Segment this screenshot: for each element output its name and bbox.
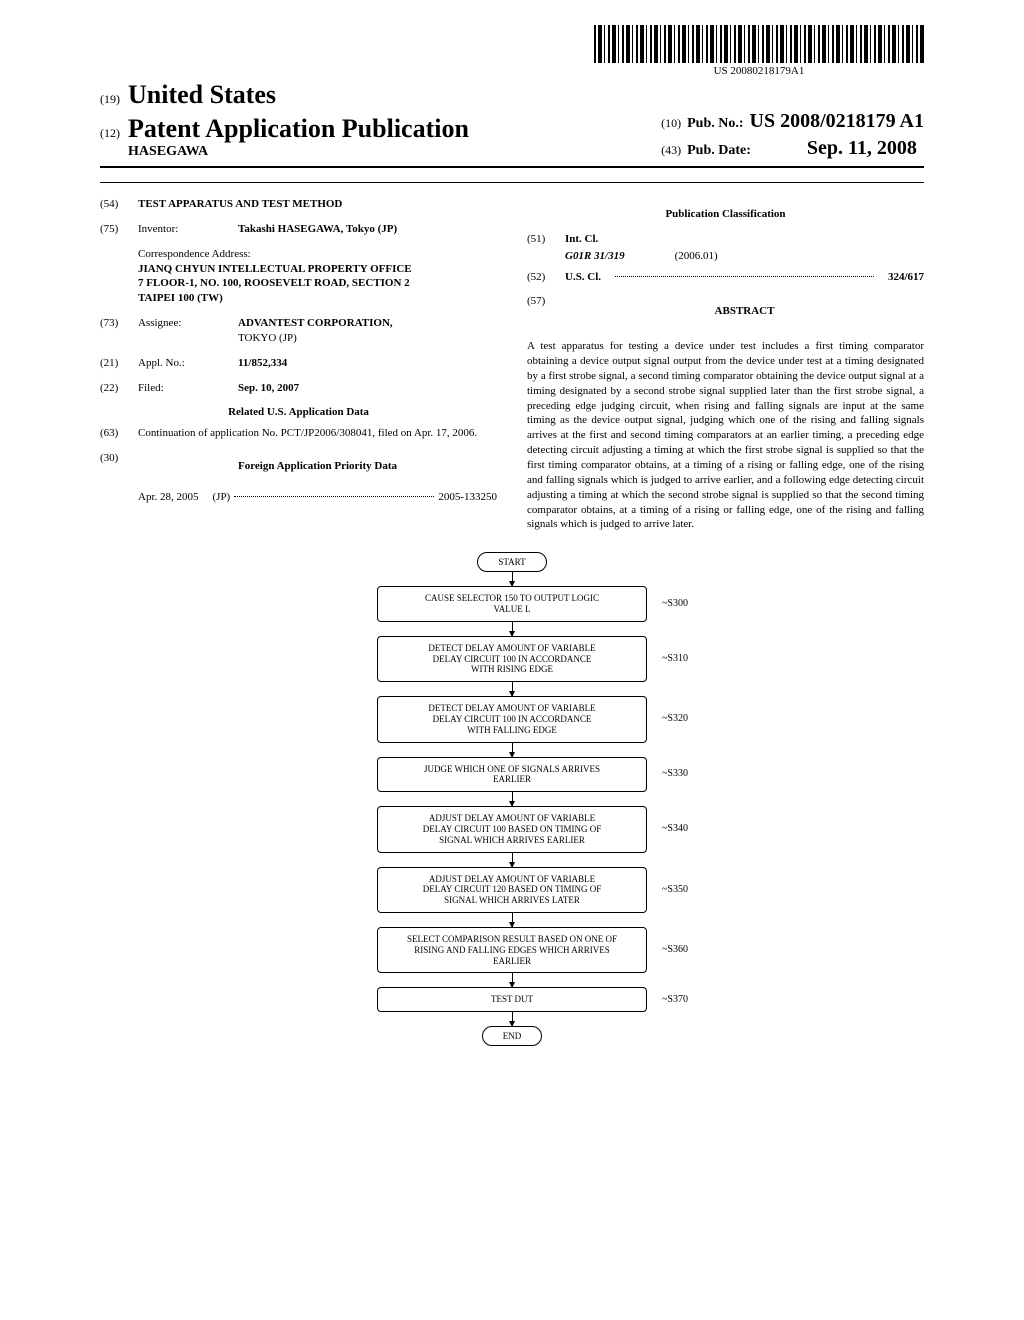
pub-date-value: Sep. 11, 2008 [807,137,917,160]
corr-line-3: TAIPEI 100 (TW) [138,291,497,306]
pub-no-value: US 2008/0218179 A1 [750,110,924,133]
dotted-leader [234,496,434,497]
flowchart-diagram: START CAUSE SELECTOR 150 TO OUTPUT LOGICV… [262,552,762,1046]
dotted-leader-uscl [615,276,874,277]
pub-no-label: Pub. No.: [687,116,743,132]
bibliographic-columns: (54) TEST APPARATUS AND TEST METHOD (75)… [100,197,924,532]
s57-num: (57) [527,294,555,329]
abstract-text: A test apparatus for testing a device un… [527,339,924,532]
flowchart-arrow [512,622,513,636]
country-name: United States [128,80,276,110]
flowchart-process-box: JUDGE WHICH ONE OF SIGNALS ARRIVESEARLIE… [377,757,647,793]
inventor-value: Takashi HASEGAWA, Tokyo (JP) [238,222,497,237]
s51-num: (51) [527,232,555,247]
flowchart-arrow [512,743,513,757]
s73-num: (73) [100,316,128,346]
left-column: (54) TEST APPARATUS AND TEST METHOD (75)… [100,197,497,532]
us-cl-label: U.S. Cl. [565,270,601,285]
classification-heading: Publication Classification [527,207,924,222]
correspondence-address: Correspondence Address: JIANQ CHYUN INTE… [138,247,497,306]
invention-title: TEST APPARATUS AND TEST METHOD [138,197,342,212]
priority-date: Apr. 28, 2005 [138,490,199,505]
prefix-19: (19) [100,92,120,107]
flowchart-step-label: ~S350 [662,884,688,896]
flowchart-arrow [512,853,513,867]
flowchart-arrow [512,682,513,696]
abstract-label: ABSTRACT [565,304,924,319]
document-header: (19) United States (12) Patent Applicati… [100,80,924,160]
corr-line-2: 7 FLOOR-1, NO. 100, ROOSEVELT ROAD, SECT… [138,276,497,291]
appl-no-label: Appl. No.: [138,356,228,371]
priority-number: 2005-133250 [438,490,497,505]
flowchart-process-box: DETECT DELAY AMOUNT OF VARIABLEDELAY CIR… [377,696,647,742]
flowchart-terminal: START [477,552,546,572]
s63-num: (63) [100,426,128,441]
flowchart-process-box: ADJUST DELAY AMOUNT OF VARIABLEDELAY CIR… [377,867,647,913]
int-cl-code: G01R 31/319 [565,249,625,264]
priority-country: (JP) [213,490,231,505]
flowchart-step-label: ~S320 [662,713,688,725]
assignee-label: Assignee: [138,316,228,346]
assignee-value: ADVANTEST CORPORATION, TOKYO (JP) [238,316,497,346]
corr-label: Correspondence Address: [138,247,497,262]
header-divider-thin [100,182,924,183]
s22-num: (22) [100,381,128,396]
inventor-label: Inventor: [138,222,228,237]
barcode-graphic [594,25,924,63]
flowchart-step-label: ~S300 [662,598,688,610]
corr-line-1: JIANQ CHYUN INTELLECTUAL PROPERTY OFFICE [138,262,497,277]
flowchart-step-label: ~S310 [662,653,688,665]
prefix-10: (10) [661,116,681,131]
prefix-43: (43) [661,143,681,158]
foreign-priority-heading: Foreign Application Priority Data [138,459,497,474]
s30-num: (30) [100,451,128,480]
appl-no-value: 11/852,334 [238,356,497,371]
flowchart-process-box: ADJUST DELAY AMOUNT OF VARIABLEDELAY CIR… [377,806,647,852]
us-cl-value: 324/617 [888,270,924,285]
right-column: Publication Classification (51) Int. Cl.… [527,197,924,532]
priority-data-row: Apr. 28, 2005 (JP) 2005-133250 [138,490,497,505]
barcode-text: US 20080218179A1 [594,65,924,77]
continuation-text: Continuation of application No. PCT/JP20… [138,426,497,441]
flowchart-step-label: ~S330 [662,768,688,780]
flowchart-arrow [512,913,513,927]
flowchart-arrow [512,1012,513,1026]
flowchart-process-box: DETECT DELAY AMOUNT OF VARIABLEDELAY CIR… [377,636,647,682]
s52-num: (52) [527,270,555,285]
prefix-12: (12) [100,126,120,141]
flowchart-step-label: ~S360 [662,944,688,956]
int-cl-year: (2006.01) [675,249,718,264]
flowchart-step-label: ~S340 [662,823,688,835]
filed-value: Sep. 10, 2007 [238,381,497,396]
s75-num: (75) [100,222,128,237]
int-cl-label: Int. Cl. [565,232,598,247]
flowchart-process-box: SELECT COMPARISON RESULT BASED ON ONE OF… [377,927,647,973]
flowchart-arrow [512,973,513,987]
header-divider-thick [100,166,924,168]
publication-type: Patent Application Publication [128,114,469,144]
flowchart-arrow [512,792,513,806]
flowchart-terminal: END [482,1026,543,1046]
s54-num: (54) [100,197,128,212]
s21-num: (21) [100,356,128,371]
pub-date-label: Pub. Date: [687,143,751,159]
filed-label: Filed: [138,381,228,396]
related-app-heading: Related U.S. Application Data [100,405,497,420]
inventor-surname: HASEGAWA [128,144,469,160]
flowchart-step-label: ~S370 [662,994,688,1006]
barcode-block: US 20080218179A1 [594,25,924,77]
flowchart-arrow [512,572,513,586]
flowchart-process-box: TEST DUT~S370 [377,987,647,1012]
flowchart-process-box: CAUSE SELECTOR 150 TO OUTPUT LOGICVALUE … [377,586,647,622]
